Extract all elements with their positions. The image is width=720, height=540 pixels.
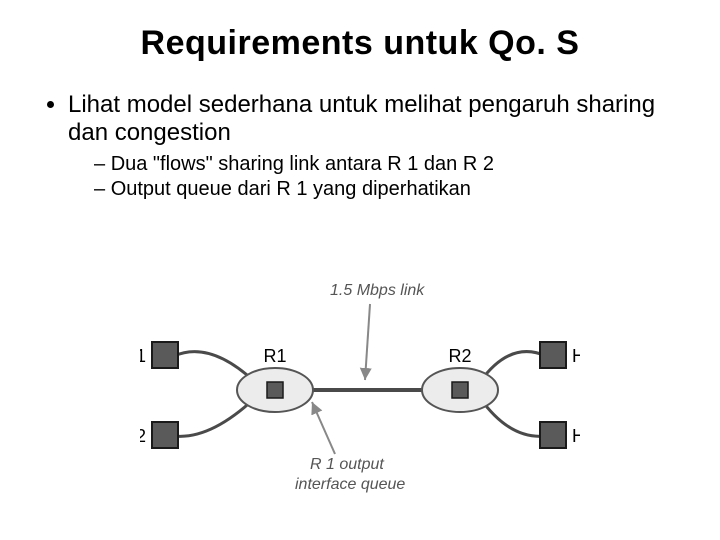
slide-title: Requirements untuk Qo. S [40, 24, 680, 63]
bullet-l2a: Dua "flows" sharing link antara R 1 dan … [94, 153, 680, 176]
bullet-l1: Lihat model sederhana untuk melihat peng… [68, 91, 680, 201]
bullet-list-level2: Dua "flows" sharing link antara R 1 dan … [68, 153, 680, 201]
queue-caption-line2: interface queue [295, 476, 405, 494]
bullet-list-level1: Lihat model sederhana untuk melihat peng… [40, 91, 680, 201]
svg-text:R2: R2 [448, 346, 471, 366]
link-caption: 1.5 Mbps link [330, 282, 424, 300]
bullet-l1-text: Lihat model sederhana untuk melihat peng… [68, 91, 655, 146]
svg-text:R1: R1 [263, 346, 286, 366]
svg-text:H1: H1 [140, 346, 146, 366]
bullet-l2b: Output queue dari R 1 yang diperhatikan [94, 178, 680, 201]
svg-text:H3: H3 [572, 346, 580, 366]
network-figure: R1 R2 H1 H2 H3 H4 1.5 Mbps link R 1 output in… [140, 280, 580, 500]
queue-caption-line1: R 1 output [310, 456, 384, 474]
svg-text:H4: H4 [572, 426, 580, 446]
svg-text:H2: H2 [140, 426, 146, 446]
